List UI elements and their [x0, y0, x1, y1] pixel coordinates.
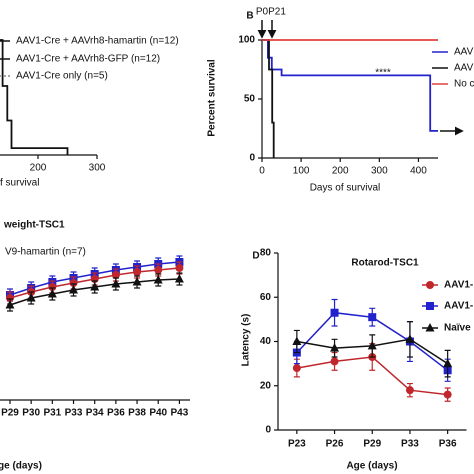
x-tick-label: P33 — [401, 439, 419, 450]
x-tick-label: 300 — [371, 166, 388, 177]
marker — [443, 390, 452, 399]
x-tick-label: P36 — [439, 439, 457, 450]
x-tick-label: 300 — [89, 163, 106, 174]
survival-line — [0, 39, 69, 155]
panel-label: B — [246, 11, 253, 22]
x-tick-label: P36 — [107, 408, 125, 419]
legend-label: Naïve — [444, 323, 471, 334]
marker — [111, 279, 121, 288]
x-tick-label: P30 — [22, 408, 40, 419]
y-tick-label: 50 — [244, 94, 256, 105]
marker — [133, 268, 142, 276]
annotation: P0 — [256, 7, 269, 18]
marker — [443, 358, 453, 368]
annotation: **** — [375, 68, 391, 79]
y-tick-label: 80 — [260, 248, 272, 259]
marker — [153, 275, 163, 284]
x-tick-label: P31 — [43, 408, 61, 419]
marker — [405, 386, 414, 395]
marker — [26, 293, 36, 302]
x-tick-label: P34 — [86, 408, 104, 419]
marker — [330, 343, 340, 352]
x-tick-label: P33 — [65, 408, 83, 419]
x-tick-label: 200 — [30, 163, 47, 174]
y-tick-label: 60 — [260, 292, 272, 303]
x-axis-label: Age (days) — [346, 461, 397, 472]
panel-label: D — [252, 251, 259, 262]
marker — [426, 281, 434, 289]
y-tick-label: 20 — [260, 380, 272, 391]
annotation: V9-hamartin (n=7) — [5, 247, 86, 258]
marker — [367, 340, 377, 350]
marker — [292, 364, 301, 373]
marker — [330, 308, 339, 317]
chart-title: Rotarod-TSC1 — [351, 258, 419, 269]
x-tick-label: 100 — [293, 166, 310, 177]
marker — [5, 300, 15, 309]
legend-label: AAV — [454, 47, 474, 58]
legend-label: AAV1- — [444, 301, 473, 312]
x-axis-label: ge (days) — [0, 461, 42, 472]
marker — [69, 279, 78, 287]
legend-label: AAV1-Cre only (n=5) — [16, 71, 108, 82]
marker — [154, 266, 163, 274]
y-tick-label: 40 — [260, 336, 272, 347]
marker — [69, 285, 79, 294]
annotation: P21 — [268, 7, 286, 18]
survival-line — [262, 39, 438, 132]
marker — [175, 264, 184, 272]
x-tick-label: 0 — [259, 166, 265, 177]
x-axis-label: f survival — [0, 178, 39, 189]
y-tick-label: 0 — [249, 153, 255, 164]
y-tick-label: 0 — [265, 425, 271, 436]
marker — [426, 302, 434, 310]
legend-label: No c — [454, 79, 474, 90]
x-tick-label: P23 — [288, 439, 306, 450]
legend-label: AAV1-Cre + AAVrh8-hamartin (n=12) — [16, 36, 179, 47]
marker — [368, 313, 377, 322]
x-tick-label: P40 — [149, 408, 167, 419]
x-tick-label: 400 — [410, 166, 427, 177]
marker — [132, 277, 142, 286]
x-tick-label: P26 — [326, 439, 344, 450]
legend-label: AAV1- — [444, 280, 473, 291]
x-axis-label: Days of survival — [310, 183, 381, 194]
marker — [5, 294, 14, 302]
marker — [48, 283, 57, 291]
x-tick-label: P43 — [171, 408, 189, 419]
marker — [47, 289, 57, 298]
marker — [330, 357, 339, 366]
marker — [292, 336, 302, 345]
x-tick-label: 200 — [332, 166, 349, 177]
marker — [174, 274, 184, 283]
y-tick-label: 100 — [238, 35, 255, 46]
x-tick-label: P38 — [128, 408, 146, 419]
legend-label: AAV — [454, 63, 474, 74]
y-axis-label: Latency (s) — [241, 314, 252, 367]
marker — [405, 334, 415, 343]
chart-title: weight-TSC1 — [3, 220, 65, 231]
x-tick-label: P29 — [363, 439, 381, 450]
y-axis-label: Percent survival — [207, 59, 218, 136]
marker — [111, 271, 120, 279]
marker — [90, 282, 100, 291]
x-tick-label: P29 — [1, 408, 19, 419]
marker — [425, 323, 435, 332]
legend-label: AAV1-Cre + AAVrh8-GFP (n=12) — [16, 54, 160, 65]
